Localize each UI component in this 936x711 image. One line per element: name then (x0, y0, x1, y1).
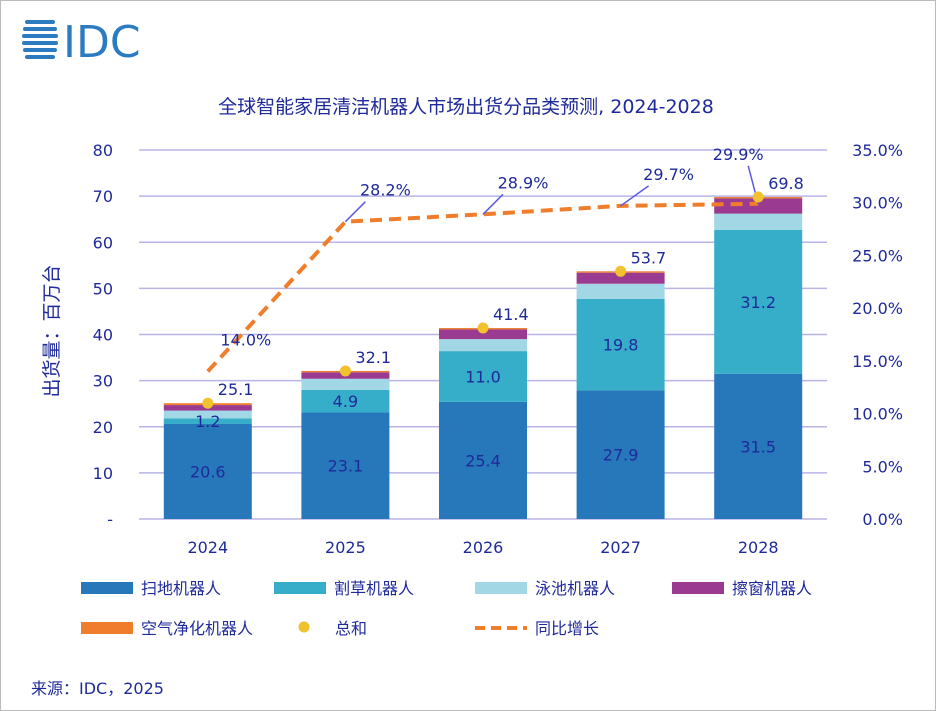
legend-label: 擦窗机器人 (732, 579, 812, 598)
legend-label: 空气净化机器人 (141, 619, 253, 638)
y-tick-label: 50 (93, 279, 113, 298)
legend-swatch (298, 621, 310, 633)
y-tick-label: 10 (93, 464, 113, 483)
y2-tick-label: 20.0% (852, 299, 903, 318)
y-axis-label: 出货量：百万台 (41, 264, 63, 397)
growth-data-label: 29.9% (713, 145, 764, 164)
bar-segment (301, 378, 390, 390)
total-data-label: 69.8 (768, 174, 804, 193)
y-tick-label: - (107, 510, 113, 529)
bar-segment (576, 272, 665, 284)
y2-tick-label: 30.0% (852, 194, 903, 213)
bar-segment (439, 351, 527, 402)
total-data-label: 53.7 (631, 248, 667, 267)
y2-tick-label: 5.0% (862, 457, 903, 476)
growth-data-label: 29.7% (643, 165, 694, 184)
bar-segment (163, 423, 252, 519)
growth-data-label: 14.0% (220, 330, 271, 349)
total-data-label: 32.1 (355, 348, 391, 367)
bar-data-label: 31.2 (740, 293, 776, 312)
x-tick-label: 2027 (600, 538, 641, 557)
total-marker (615, 265, 627, 277)
bar-segment (439, 329, 527, 340)
bar-segment (163, 410, 252, 419)
growth-leader-line (344, 201, 366, 223)
y-tick-label: 80 (93, 141, 113, 160)
x-tick-label: 2024 (187, 538, 228, 557)
idc-logo: IDC (22, 17, 141, 68)
bar-data-label: 27.9 (603, 446, 639, 465)
bar-segment (576, 390, 665, 519)
source-note: 来源：IDC，2025 (31, 679, 164, 698)
legend-label: 割草机器人 (334, 579, 414, 598)
x-tick-label: 2028 (738, 538, 779, 557)
bar-data-label: 1.2 (195, 412, 220, 431)
x-tick-label: 2025 (325, 538, 366, 557)
total-marker (339, 365, 351, 377)
bar-data-label: 25.4 (465, 451, 501, 470)
legend-label: 同比增长 (535, 619, 599, 638)
legend-label: 泳池机器人 (535, 579, 615, 598)
y-tick-label: 40 (93, 326, 113, 345)
total-marker (752, 191, 764, 203)
growth-leader-line (620, 185, 650, 207)
bar-segment (576, 283, 665, 299)
bar-segment (301, 389, 390, 413)
bar-data-label: 4.9 (333, 392, 358, 411)
legend-label: 扫地机器人 (141, 579, 221, 598)
legend-swatch (81, 622, 133, 634)
y2-tick-label: 35.0% (852, 141, 903, 160)
bar-data-label: 19.8 (603, 336, 639, 355)
bar-segment (714, 213, 803, 230)
total-marker (202, 397, 214, 409)
growth-line (206, 201, 759, 373)
total-marker (477, 322, 489, 334)
bar-segment (301, 412, 390, 519)
legend-swatch (475, 582, 527, 594)
bar-data-label: 20.6 (190, 462, 226, 481)
legend-swatch (274, 582, 326, 594)
y2-tick-label: 25.0% (852, 246, 903, 265)
y2-tick-label: 0.0% (862, 510, 903, 529)
bar-data-label: 23.1 (328, 457, 364, 476)
svg-text:IDC: IDC (63, 17, 141, 68)
y2-tick-label: 15.0% (852, 352, 903, 371)
bar-data-label: 31.5 (740, 437, 776, 456)
growth-data-label: 28.2% (360, 181, 411, 200)
y-tick-label: 20 (93, 418, 113, 437)
legend-swatch (672, 582, 724, 594)
chart-title: 全球智能家居清洁机器人市场出货分品类预测, 2024-2028 (218, 96, 714, 118)
total-data-label: 41.4 (493, 305, 529, 324)
bar-data-label: 11.0 (465, 367, 501, 386)
bar-segment (714, 373, 803, 519)
legend-label: 总和 (335, 619, 367, 638)
bar-segment (576, 298, 665, 391)
y-tick-label: 70 (93, 187, 113, 206)
growth-data-label: 28.9% (498, 173, 549, 192)
bar-segment (439, 401, 527, 519)
y-tick-label: 30 (93, 372, 113, 391)
growth-leader-line (482, 193, 504, 215)
bar-segment (714, 229, 803, 374)
x-tick-label: 2026 (463, 538, 504, 557)
legend-swatch (81, 582, 133, 594)
total-data-label: 25.1 (218, 380, 254, 399)
y2-tick-label: 10.0% (852, 405, 903, 424)
bar-segment (163, 418, 252, 424)
bar-segment (439, 339, 527, 352)
y-tick-label: 60 (93, 233, 113, 252)
